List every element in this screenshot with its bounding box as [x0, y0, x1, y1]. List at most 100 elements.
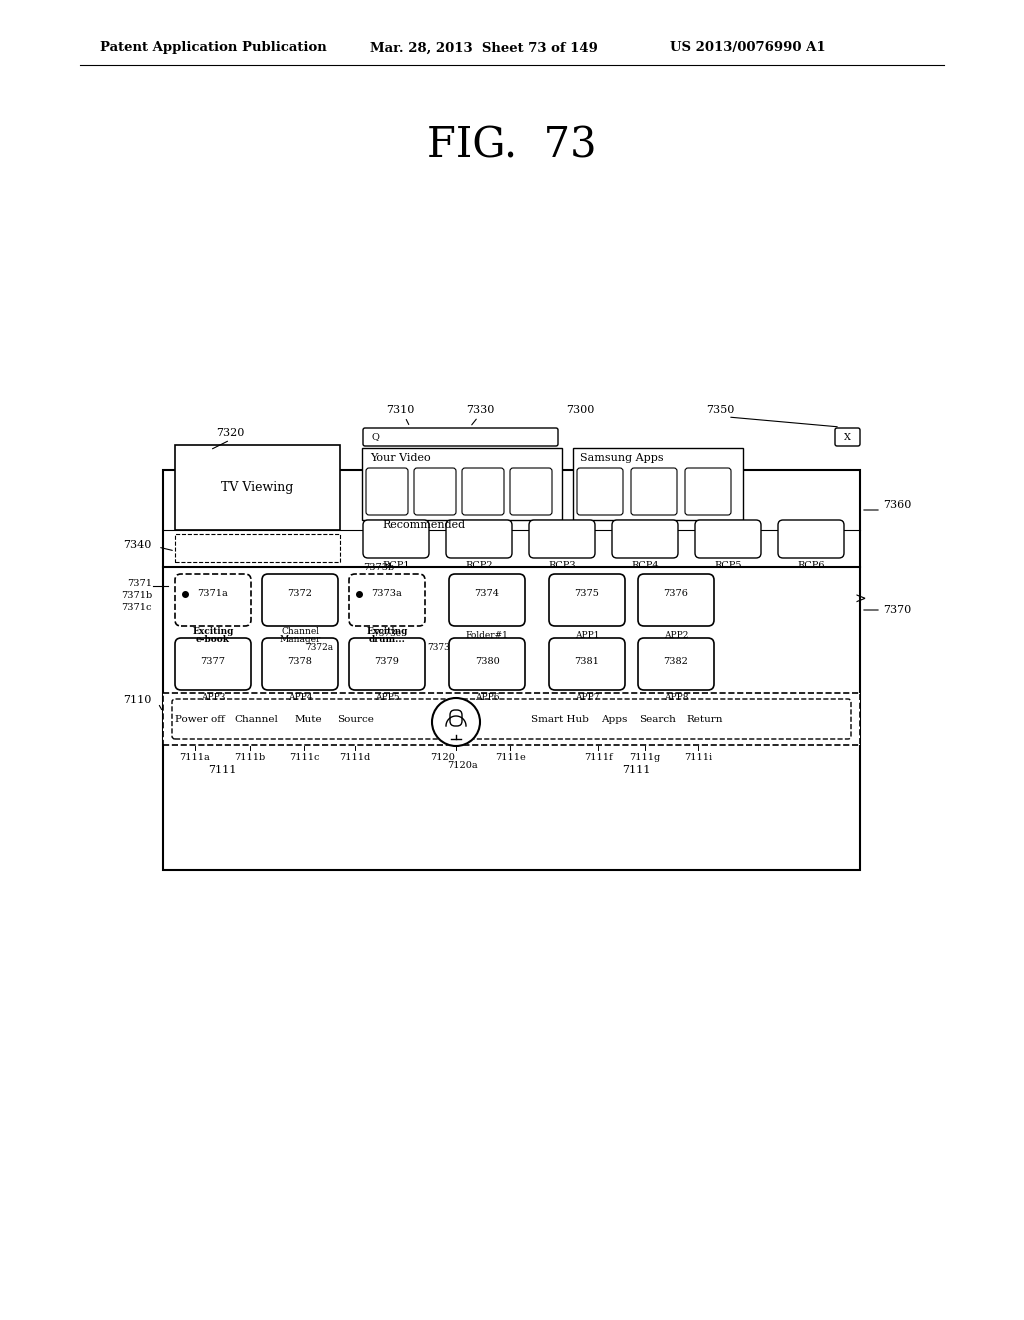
Bar: [175, 445, 340, 531]
Text: 7379: 7379: [375, 657, 399, 667]
FancyBboxPatch shape: [414, 469, 456, 515]
Text: RCP2: RCP2: [465, 561, 493, 570]
Text: Power off: Power off: [175, 714, 225, 723]
FancyBboxPatch shape: [549, 638, 625, 690]
FancyBboxPatch shape: [446, 520, 512, 558]
Text: RCP5: RCP5: [715, 561, 741, 570]
FancyBboxPatch shape: [175, 574, 251, 626]
Text: 7373c: 7373c: [373, 628, 401, 638]
Text: 7377: 7377: [201, 657, 225, 667]
Bar: [163, 470, 860, 870]
Text: 7371c: 7371c: [122, 603, 152, 612]
Text: RCP1: RCP1: [382, 561, 410, 570]
FancyBboxPatch shape: [449, 574, 525, 626]
Text: Mute: Mute: [294, 714, 322, 723]
Text: 7378: 7378: [288, 657, 312, 667]
FancyBboxPatch shape: [366, 469, 408, 515]
FancyBboxPatch shape: [362, 520, 429, 558]
FancyBboxPatch shape: [612, 520, 678, 558]
Text: 7373a: 7373a: [372, 590, 402, 598]
Text: 7381: 7381: [574, 657, 599, 667]
Text: TV Viewing: TV Viewing: [221, 482, 293, 495]
FancyBboxPatch shape: [638, 574, 714, 626]
FancyBboxPatch shape: [362, 428, 558, 446]
Text: 7373: 7373: [427, 644, 450, 652]
Bar: [362, 447, 562, 520]
Text: 7371: 7371: [127, 579, 152, 589]
Text: 7320: 7320: [216, 428, 244, 438]
FancyBboxPatch shape: [638, 638, 714, 690]
Text: Smart Hub: Smart Hub: [531, 714, 589, 723]
Bar: [163, 693, 860, 744]
FancyBboxPatch shape: [262, 574, 338, 626]
FancyBboxPatch shape: [778, 520, 844, 558]
Bar: [175, 535, 340, 562]
Text: 7373b: 7373b: [362, 562, 394, 572]
Text: 7375: 7375: [574, 590, 599, 598]
FancyBboxPatch shape: [262, 638, 338, 690]
Text: 7110: 7110: [124, 696, 152, 705]
Text: Search: Search: [640, 714, 677, 723]
Text: Channel: Channel: [281, 627, 319, 636]
Text: 7340: 7340: [124, 540, 152, 550]
Text: 7111i: 7111i: [684, 752, 712, 762]
Text: 7111a: 7111a: [179, 752, 210, 762]
Text: 7111g: 7111g: [630, 752, 660, 762]
Text: 7120: 7120: [430, 752, 456, 762]
Text: 7370: 7370: [883, 605, 911, 615]
FancyBboxPatch shape: [695, 520, 761, 558]
Text: 7111c: 7111c: [289, 752, 319, 762]
FancyBboxPatch shape: [631, 469, 677, 515]
FancyBboxPatch shape: [349, 638, 425, 690]
Text: RCP3: RCP3: [548, 561, 575, 570]
Text: APP5: APP5: [375, 693, 399, 702]
Text: 7310: 7310: [386, 405, 414, 414]
Text: RCP6: RCP6: [798, 561, 824, 570]
FancyBboxPatch shape: [529, 520, 595, 558]
FancyBboxPatch shape: [172, 700, 851, 739]
Text: 7330: 7330: [466, 405, 495, 414]
Text: APP2: APP2: [664, 631, 688, 640]
FancyBboxPatch shape: [449, 638, 525, 690]
Circle shape: [432, 698, 480, 746]
FancyBboxPatch shape: [510, 469, 552, 515]
Text: 7111f: 7111f: [584, 752, 612, 762]
Text: 7360: 7360: [883, 500, 911, 510]
Text: Q: Q: [372, 433, 380, 441]
Text: >: >: [854, 593, 866, 607]
Text: 7300: 7300: [566, 405, 594, 414]
Text: e-book: e-book: [196, 635, 230, 644]
Text: 7372a: 7372a: [305, 644, 333, 652]
Text: APP3: APP3: [201, 693, 225, 702]
Text: 7111: 7111: [622, 766, 650, 775]
Text: Channel: Channel: [234, 714, 278, 723]
Text: 7371a: 7371a: [198, 590, 228, 598]
FancyBboxPatch shape: [549, 574, 625, 626]
Text: 7376: 7376: [664, 590, 688, 598]
Text: 7374: 7374: [474, 590, 500, 598]
Text: Samsung Apps: Samsung Apps: [580, 453, 664, 463]
Text: Your Video: Your Video: [370, 453, 431, 463]
Text: 7371b: 7371b: [121, 591, 152, 601]
Text: APP7: APP7: [574, 693, 599, 702]
Bar: [573, 447, 743, 520]
Text: APP4: APP4: [288, 693, 312, 702]
FancyBboxPatch shape: [349, 574, 425, 626]
Text: Return: Return: [687, 714, 723, 723]
Text: Source: Source: [338, 714, 375, 723]
Text: RCP4: RCP4: [631, 561, 658, 570]
Text: Exciting: Exciting: [193, 627, 233, 636]
Text: 7382: 7382: [664, 657, 688, 667]
Text: 7111d: 7111d: [339, 752, 371, 762]
FancyBboxPatch shape: [577, 469, 623, 515]
Text: 7111b: 7111b: [234, 752, 265, 762]
FancyBboxPatch shape: [835, 428, 860, 446]
Text: APP8: APP8: [664, 693, 688, 702]
Text: 7111: 7111: [208, 766, 237, 775]
FancyBboxPatch shape: [685, 469, 731, 515]
Text: 7372: 7372: [288, 590, 312, 598]
Text: US 2013/0076990 A1: US 2013/0076990 A1: [670, 41, 825, 54]
Text: APP1: APP1: [574, 631, 599, 640]
FancyBboxPatch shape: [175, 638, 251, 690]
Text: 7380: 7380: [475, 657, 500, 667]
